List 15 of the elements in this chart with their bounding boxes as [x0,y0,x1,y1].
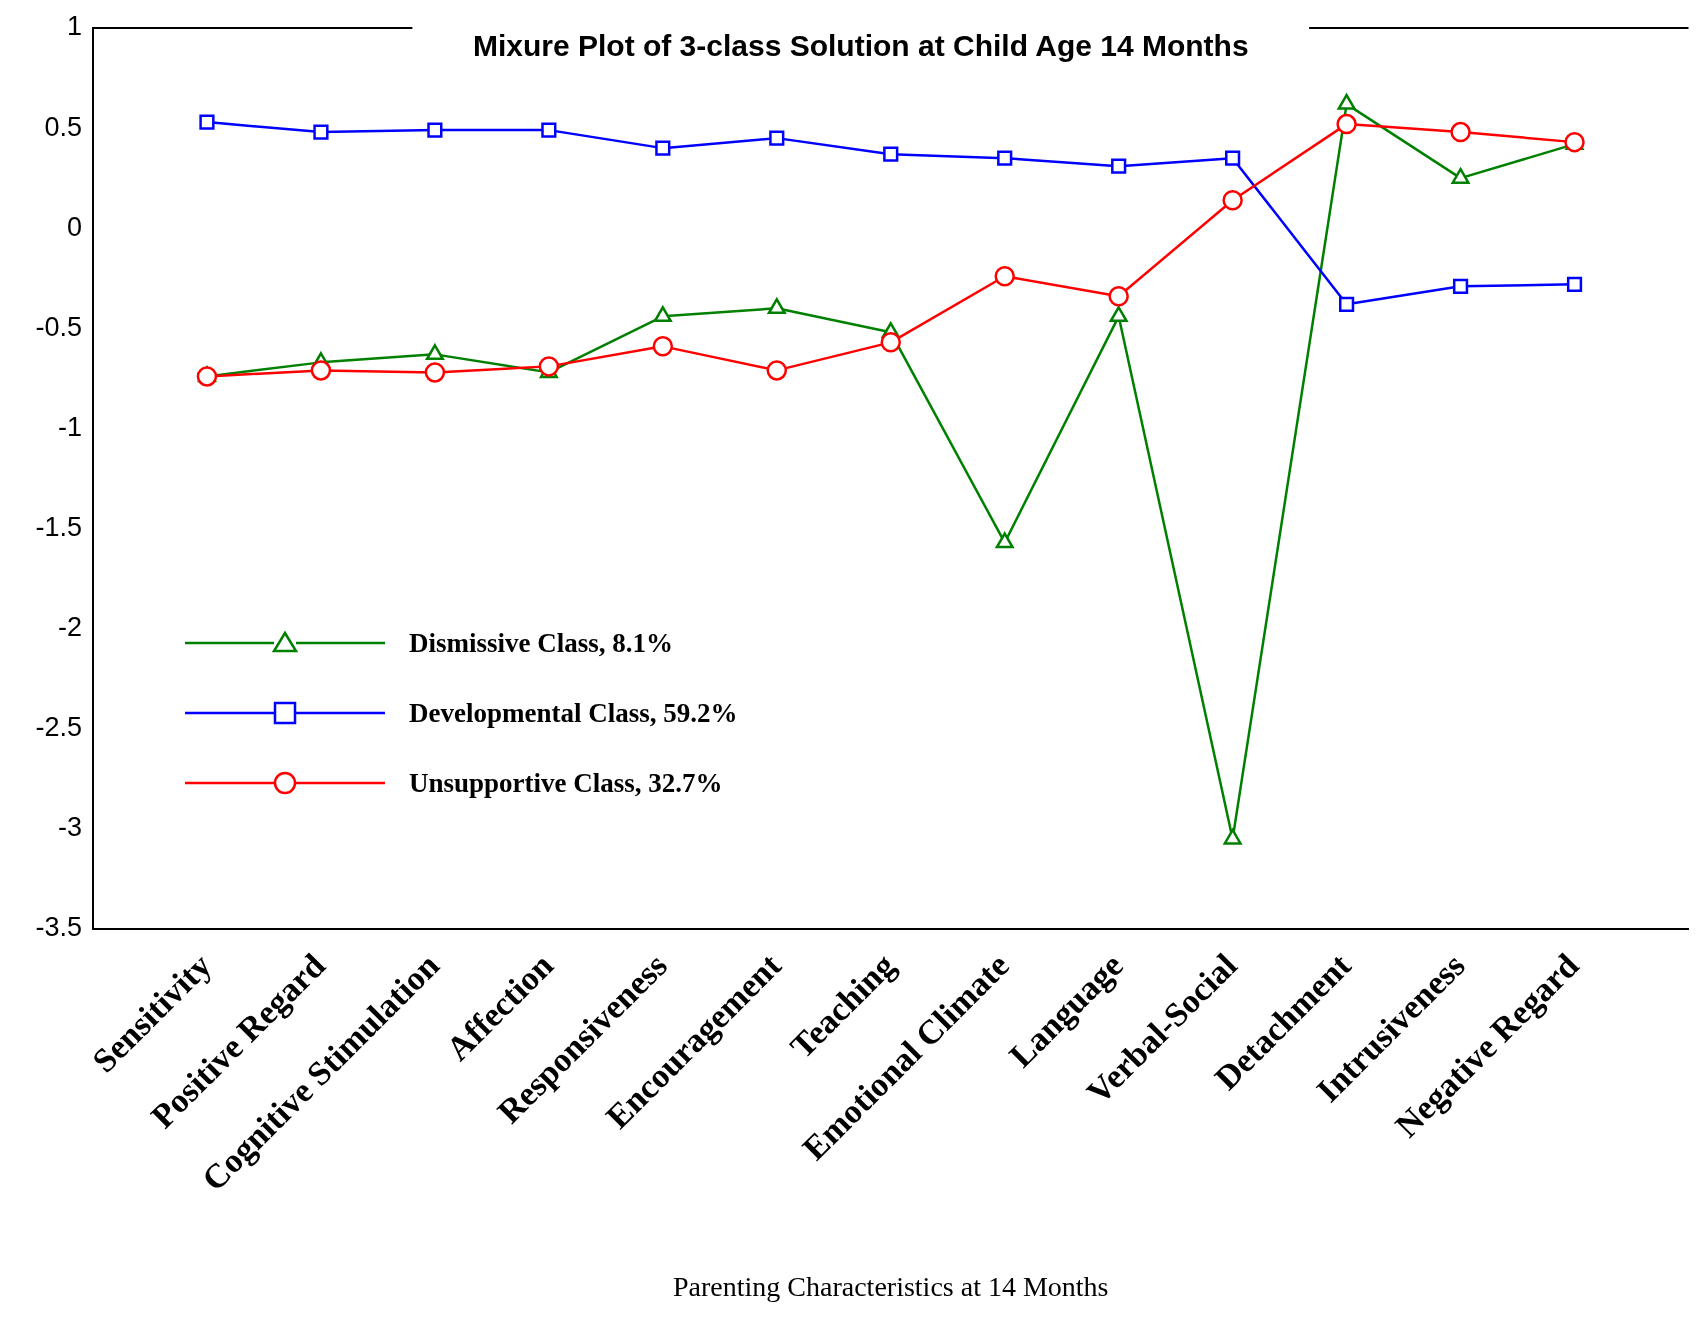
y-tick-label: -1 [57,411,82,442]
y-tick-label: 1 [66,11,82,42]
legend-label: Developmental Class, 59.2% [409,697,738,729]
y-tick-label: -2.5 [35,712,82,743]
y-tick-label: -3 [57,812,82,843]
y-tick-label: -0.5 [35,311,82,342]
y-tick-label: -3.5 [35,912,82,943]
y-tick-label: 0 [66,211,82,242]
legend-label: Unsupportive Class, 32.7% [409,767,723,799]
y-tick-label: 0.5 [44,111,82,142]
legend-label: Dismissive Class, 8.1% [409,627,674,659]
chart-title: Mixure Plot of 3-class Solution at Child Age 14 Months [472,29,1249,63]
y-tick-label: -2 [57,612,82,643]
x-axis-title: Parenting Characteristics at 14 Months [673,1270,1109,1302]
y-tick-label: -1.5 [35,512,82,543]
